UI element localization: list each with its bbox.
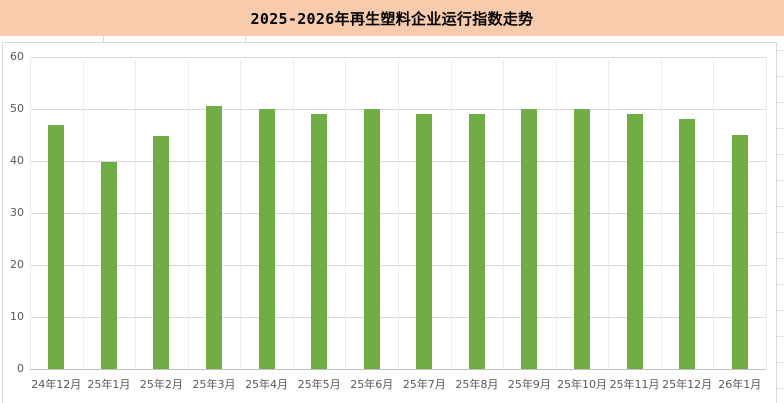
bar[interactable]: [626, 114, 643, 369]
y-tick-label: 10: [10, 310, 24, 323]
y-tick-label: 60: [10, 50, 24, 63]
x-tick-label: 25年9月: [507, 378, 551, 391]
chart-area[interactable]: [2, 42, 777, 403]
bar[interactable]: [679, 119, 696, 369]
gridline-vertical: [82, 57, 84, 369]
y-tick-label: 50: [10, 102, 24, 115]
gridline-vertical: [503, 57, 505, 369]
gridline-vertical: [135, 57, 137, 369]
x-tick-label: 25年2月: [139, 378, 183, 391]
gridline-vertical: [766, 57, 767, 369]
bar[interactable]: [731, 135, 748, 369]
title-band: 2025-2026年再生塑料企业运行指数走势: [0, 0, 784, 36]
bar[interactable]: [311, 114, 328, 369]
x-tick-label: 25年4月: [245, 378, 289, 391]
x-tick-label: 25年7月: [402, 378, 446, 391]
plot-area: [30, 57, 767, 370]
x-tick-label: 25年10月: [556, 378, 607, 391]
gridline-vertical: [555, 57, 557, 369]
x-tick-label: 25年1月: [87, 378, 131, 391]
bar[interactable]: [153, 135, 170, 369]
x-tick-label: 25年12月: [662, 378, 713, 391]
x-axis-line: [30, 369, 766, 370]
spreadsheet-gridlines: [0, 36, 784, 42]
bar[interactable]: [468, 114, 485, 369]
gridline-vertical: [30, 57, 31, 369]
x-tick-label: 25年5月: [297, 378, 341, 391]
y-tick-label: 30: [10, 206, 24, 219]
bar[interactable]: [574, 109, 590, 369]
gridline-vertical: [345, 57, 347, 369]
x-tick-label: 25年3月: [192, 378, 236, 391]
gridline-vertical: [450, 57, 452, 369]
gridline-vertical: [398, 57, 399, 369]
y-tick-label: 20: [10, 258, 24, 271]
bar[interactable]: [521, 109, 538, 369]
bar[interactable]: [100, 161, 117, 369]
bar[interactable]: [416, 114, 433, 369]
gridline-vertical: [292, 57, 294, 369]
chart-title: 2025-2026年再生塑料企业运行指数走势: [250, 9, 534, 28]
bar[interactable]: [363, 109, 380, 369]
gridline-vertical: [713, 57, 715, 369]
bar[interactable]: [48, 124, 65, 369]
x-tick-label: 26年1月: [718, 378, 762, 391]
x-tick-label: 24年12月: [31, 378, 82, 391]
x-tick-label: 25年11月: [609, 378, 660, 391]
y-tick-label: 0: [17, 362, 24, 375]
spreadsheet-row-lines: [777, 42, 784, 400]
gridline-vertical: [240, 57, 242, 369]
bar[interactable]: [206, 106, 222, 369]
gridline-vertical: [187, 57, 189, 369]
y-tick-label: 40: [10, 154, 24, 167]
gridline-vertical: [608, 57, 610, 369]
bar[interactable]: [258, 109, 275, 369]
gridline-vertical: [660, 57, 662, 369]
x-tick-label: 25年8月: [455, 378, 499, 391]
x-tick-label: 25年6月: [350, 378, 394, 391]
